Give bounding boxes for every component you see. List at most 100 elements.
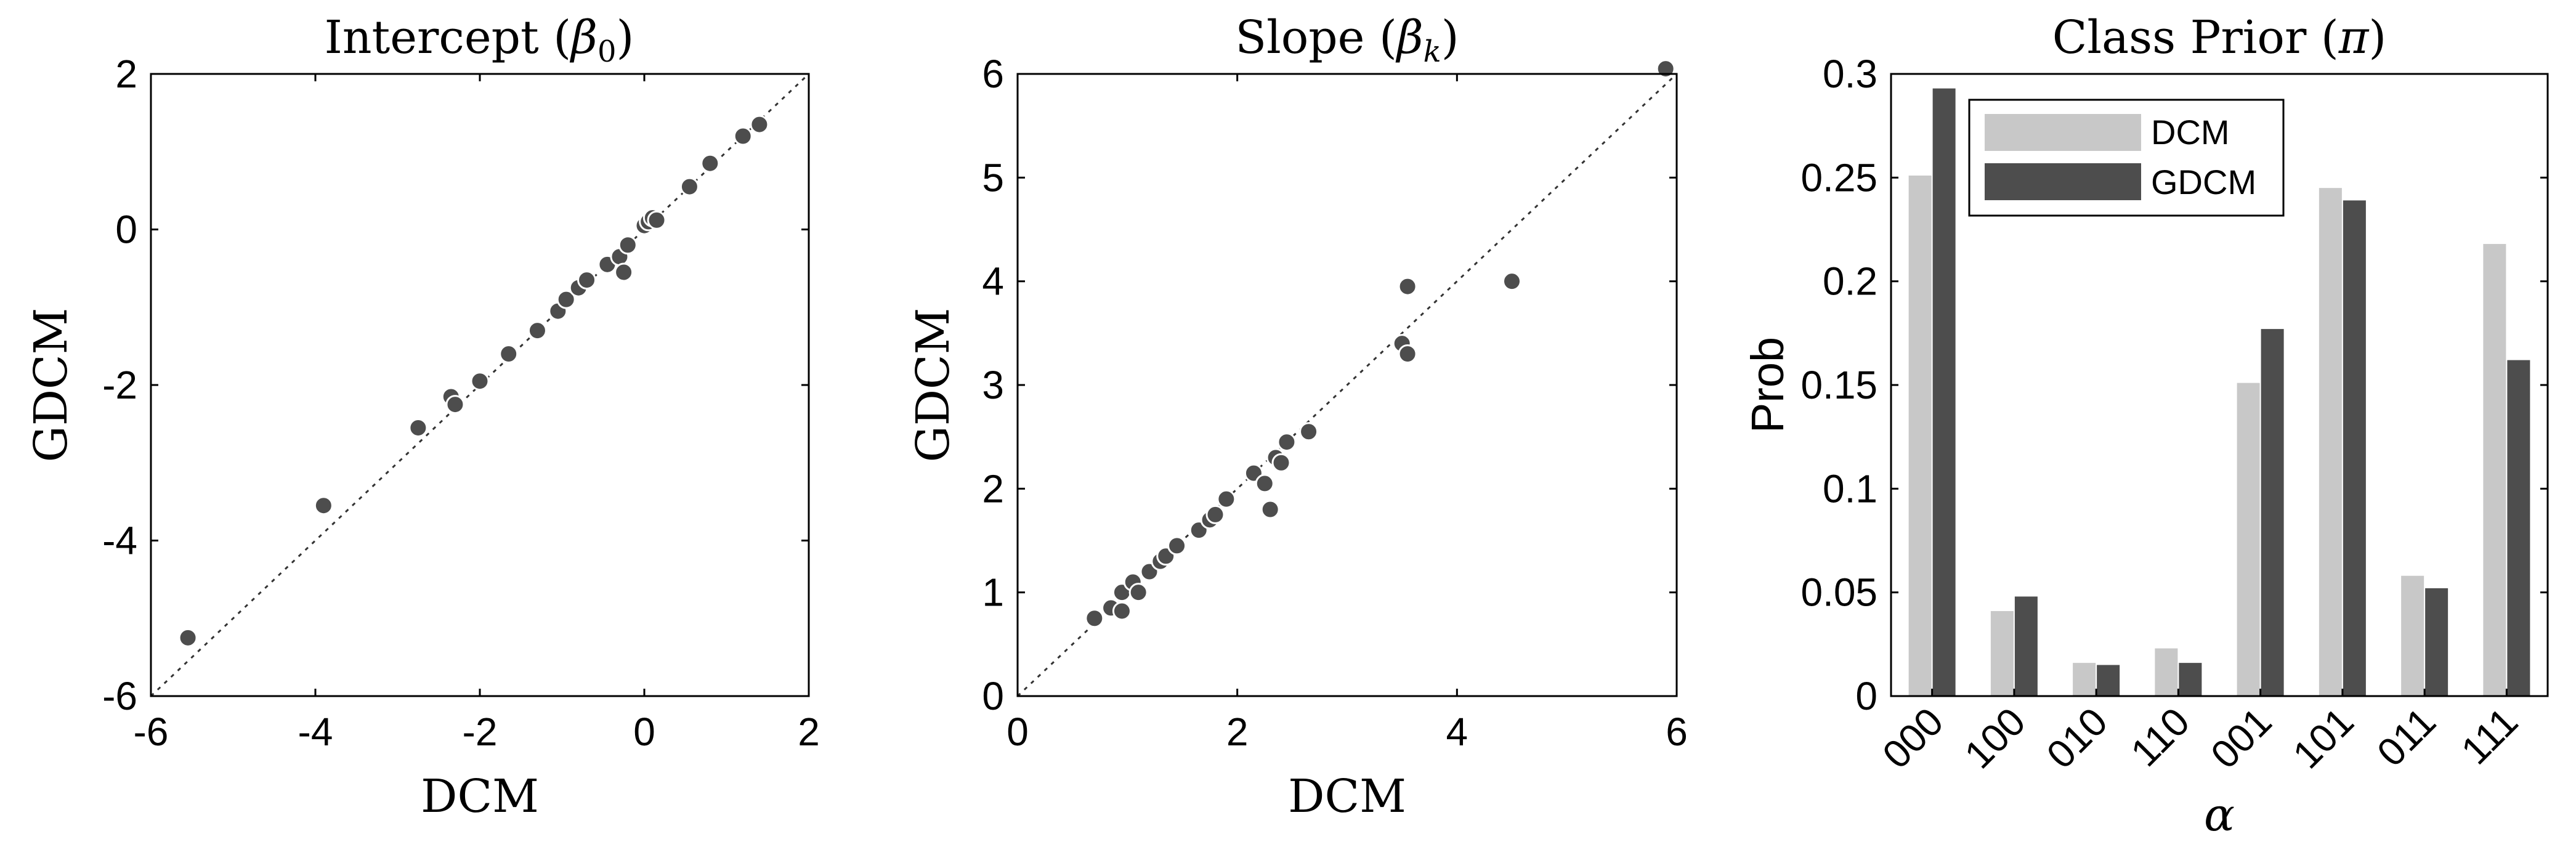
intercept-grid-guide — [150, 73, 810, 697]
y-tick-label: 0 — [115, 208, 137, 252]
data-point — [445, 395, 465, 415]
y-tick-label: 0.3 — [1823, 52, 1877, 96]
x-tick-label: -4 — [298, 710, 333, 754]
data-point — [700, 153, 720, 173]
data-point — [408, 418, 428, 437]
bar-dcm — [2155, 648, 2178, 696]
data-point — [1299, 422, 1319, 442]
bar-dcm — [2401, 575, 2424, 696]
data-point — [679, 177, 699, 197]
x-tick-label: 001 — [2202, 699, 2280, 777]
y-tick-label: 2 — [982, 466, 1004, 511]
intercept-y-axis-label: GDCM — [25, 308, 78, 463]
bar-dcm — [2483, 244, 2506, 697]
slope-y-ticks: 0 1 2 3 4 5 6 — [982, 52, 1677, 718]
legend-swatch-dcm — [1985, 114, 2141, 151]
bar-dcm — [1908, 175, 1932, 696]
class-prior-bars — [1908, 88, 2530, 697]
y-tick-label: 0 — [1855, 674, 1877, 718]
intercept-x-ticks: -6 -4 -2 0 2 — [134, 74, 820, 754]
data-point — [527, 321, 547, 341]
intercept-reference-line — [150, 73, 810, 697]
class-prior-x-ticks: 000 100 010 110 001 101 011 111 — [1874, 689, 2526, 777]
data-point — [314, 496, 333, 516]
x-tick-label: 101 — [2284, 699, 2362, 777]
data-point — [577, 270, 597, 290]
class-prior-x-axis-label: α — [2204, 788, 2235, 841]
y-tick-label: 4 — [982, 259, 1004, 304]
y-tick-label: 1 — [982, 570, 1004, 615]
legend-swatch-gdcm — [1985, 163, 2141, 200]
bar-dcm — [1990, 610, 2014, 696]
legend-label-gdcm: GDCM — [2151, 163, 2256, 201]
slope-x-axis-label: DCM — [1288, 770, 1406, 823]
bar-gdcm — [2425, 588, 2448, 696]
y-tick-label: -2 — [102, 363, 137, 407]
x-tick-label: 0 — [1007, 710, 1029, 754]
data-point — [1112, 601, 1132, 621]
y-tick-label: 0.15 — [1800, 363, 1877, 407]
slope-title: Slope (βk) — [1235, 11, 1459, 69]
data-point — [1260, 500, 1280, 519]
panel-slope: Slope (βk) 0 2 4 6 0 1 2 3 4 5 6 DCM GDCM — [907, 11, 1688, 823]
x-tick-label: 0 — [633, 710, 655, 754]
x-tick-label: 010 — [2038, 699, 2116, 777]
intercept-x-axis-label: DCM — [421, 770, 539, 823]
data-point — [614, 262, 634, 282]
y-tick-label: 0.25 — [1800, 155, 1877, 200]
data-point — [1277, 432, 1297, 452]
data-point — [178, 628, 198, 647]
class-prior-y-axis-label: Prob — [1742, 337, 1793, 433]
panel-class-prior: Class Prior (π) 000 100 010 110 001 101 011 111… — [1742, 11, 2549, 841]
slope-y-axis-label: GDCM — [907, 308, 960, 463]
slope-points — [1085, 59, 1675, 628]
bar-gdcm — [2014, 596, 2038, 696]
data-point — [1398, 277, 1417, 296]
x-tick-label: 000 — [1874, 699, 1951, 777]
x-tick-label: 100 — [1956, 699, 2033, 777]
bar-gdcm — [2261, 329, 2284, 696]
intercept-title: Intercept (β0) — [325, 11, 634, 69]
x-tick-label: 6 — [1666, 710, 1688, 754]
data-point — [556, 290, 576, 309]
y-tick-label: 6 — [982, 52, 1004, 96]
y-tick-label: 3 — [982, 363, 1004, 407]
data-point — [499, 344, 519, 363]
x-tick-label: 2 — [1226, 710, 1249, 754]
data-point — [1128, 583, 1148, 602]
y-tick-label: 0 — [982, 674, 1004, 718]
y-tick-label: 2 — [115, 52, 137, 96]
x-tick-label: 111 — [2453, 699, 2527, 773]
data-point — [1398, 344, 1417, 363]
intercept-y-ticks: -6 -4 -2 0 2 — [102, 52, 809, 718]
data-point — [1255, 474, 1274, 493]
y-tick-label: 0.1 — [1823, 466, 1877, 511]
bar-gdcm — [2343, 200, 2366, 696]
bar-gdcm — [2179, 663, 2202, 696]
class-prior-y-ticks: 0 0.05 0.1 0.15 0.2 0.25 0.3 — [1800, 52, 2548, 718]
x-tick-label: -6 — [134, 710, 169, 754]
data-point — [1085, 609, 1104, 628]
y-tick-label: 0.05 — [1800, 570, 1877, 615]
data-point — [1167, 536, 1187, 556]
intercept-points — [178, 115, 769, 647]
class-prior-title: Class Prior (π) — [2052, 11, 2387, 64]
class-prior-legend: DCM GDCM — [1968, 99, 2285, 217]
data-point — [470, 371, 490, 391]
bar-gdcm — [1932, 88, 1956, 697]
data-point — [647, 210, 666, 230]
x-tick-label: 011 — [2368, 699, 2444, 775]
bar-dcm — [2073, 663, 2096, 696]
legend-label-dcm: DCM — [2151, 113, 2230, 152]
y-tick-label: 5 — [982, 155, 1004, 200]
x-tick-label: 110 — [2122, 699, 2198, 775]
x-tick-label: -2 — [463, 710, 498, 754]
panel-intercept: Intercept (β0) -6 -4 -2 0 2 -6 -4 -2 0 2 DCM GDC… — [25, 11, 820, 823]
bar-dcm — [2319, 188, 2342, 697]
x-tick-label: 4 — [1446, 710, 1468, 754]
data-point — [1502, 272, 1521, 291]
data-point — [1205, 505, 1225, 524]
bar-gdcm — [2097, 665, 2120, 696]
data-point — [750, 115, 769, 134]
